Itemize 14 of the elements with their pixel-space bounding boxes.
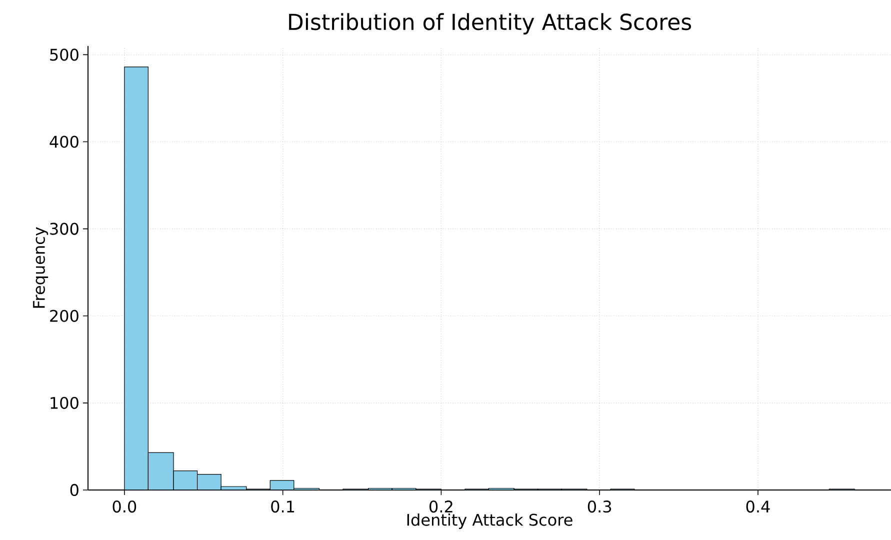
chart-title: Distribution of Identity Attack Scores <box>289 13 692 34</box>
y-tick-label: 400 <box>50 136 78 148</box>
y-tick-label: 300 <box>50 222 78 235</box>
x-tick-label: 0.1 <box>271 500 294 513</box>
x-tick-label: 0.3 <box>588 500 612 513</box>
x-tick-label: 0.0 <box>112 500 136 513</box>
y-axis-title: Frequency <box>33 227 48 308</box>
x-axis-title: Identity Attack Score <box>407 513 572 529</box>
y-tick-label: 200 <box>50 310 78 322</box>
y-tick-label: 500 <box>50 48 78 61</box>
x-tick-label: 0.2 <box>430 500 452 513</box>
y-tick-label: 0 <box>70 484 78 496</box>
y-tick-label: 100 <box>50 396 78 409</box>
x-tick-label: 0.4 <box>746 500 770 513</box>
